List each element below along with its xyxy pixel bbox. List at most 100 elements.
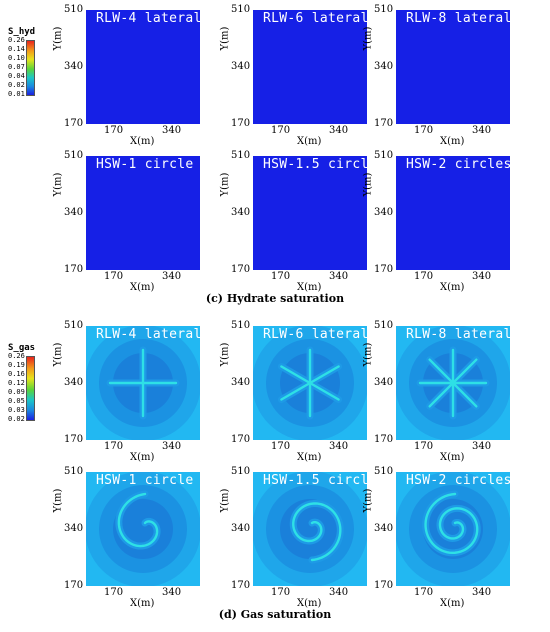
y-axis-label: Y(m) (219, 342, 231, 367)
contour-panel: RLW-8 laterals (396, 326, 510, 440)
colorbar-label: S_gas (8, 343, 36, 353)
colorbar-tick: 0.09 (8, 388, 25, 396)
y-tick-label: 340 (374, 377, 394, 388)
colorbar-tick: 0.16 (8, 370, 25, 378)
panel-title: HSW-1 circle (96, 473, 194, 488)
x-axis-label: X(m) (297, 136, 322, 147)
lateral-well (428, 381, 455, 408)
contour-plot (396, 326, 510, 440)
x-axis-label: X(m) (440, 598, 465, 609)
y-tick-label: 340 (231, 377, 251, 388)
y-axis-label: Y(m) (52, 488, 64, 513)
x-axis-label: X(m) (130, 452, 155, 463)
contour-panel: HSW-1.5 circles (253, 156, 367, 270)
saturation-field (396, 10, 510, 124)
y-tick-label: 170 (64, 118, 84, 129)
contour-plot (86, 326, 200, 440)
x-axis-label: X(m) (130, 136, 155, 147)
panel-title: RLW-8 laterals (406, 11, 510, 26)
y-axis-label: Y(m) (52, 342, 64, 367)
x-tick-label: 340 (472, 587, 492, 598)
x-tick-label: 340 (162, 125, 182, 136)
lateral-well (280, 381, 312, 401)
spiral-well (292, 502, 342, 562)
contour-plot (86, 472, 200, 586)
contour-panel: HSW-1 circle (86, 156, 200, 270)
contour-panel: HSW-2 circles (396, 472, 510, 586)
panel-title: HSW-2 circles (406, 473, 510, 488)
colorbar-tick: 0.26 (8, 36, 25, 44)
x-tick-label: 170 (414, 271, 434, 282)
contour-panel: RLW-4 laterals (86, 10, 200, 124)
y-axis-label: Y(m) (52, 26, 64, 51)
x-tick-label: 170 (414, 125, 434, 136)
saturation-field (253, 156, 367, 270)
colorbar-tick: 0.01 (8, 90, 25, 98)
y-tick-label: 340 (231, 207, 251, 218)
y-tick-label: 510 (374, 320, 394, 331)
y-tick-label: 510 (64, 320, 84, 331)
y-tick-label: 510 (64, 150, 84, 161)
colorbar-tick: 0.07 (8, 63, 25, 71)
contour-plot (396, 472, 510, 586)
y-tick-label: 340 (231, 523, 251, 534)
colorbar-tick: 0.02 (8, 81, 25, 89)
y-tick-label: 170 (231, 264, 251, 275)
y-tick-label: 170 (374, 264, 394, 275)
contour-plot (253, 10, 367, 124)
x-tick-label: 170 (414, 587, 434, 598)
contour-plot (396, 156, 510, 270)
colorbar-tick: 0.04 (8, 72, 25, 80)
y-axis-label: Y(m) (362, 172, 374, 197)
x-axis-label: X(m) (440, 452, 465, 463)
colorbar-tick: 0.26 (8, 352, 25, 360)
x-axis-label: X(m) (440, 282, 465, 293)
x-tick-label: 170 (271, 271, 291, 282)
y-axis-label: Y(m) (52, 172, 64, 197)
y-tick-label: 340 (64, 523, 84, 534)
y-tick-label: 340 (64, 61, 84, 72)
x-axis-label: X(m) (130, 282, 155, 293)
y-axis-label: Y(m) (219, 488, 231, 513)
lateral-well (451, 358, 478, 385)
y-tick-label: 340 (64, 207, 84, 218)
y-tick-label: 340 (374, 523, 394, 534)
y-tick-label: 170 (64, 264, 84, 275)
lateral-well (308, 365, 340, 385)
colorbar-tick: 0.14 (8, 45, 25, 53)
colorbar-tick: 0.02 (8, 415, 25, 423)
y-tick-label: 170 (64, 580, 84, 591)
y-tick-label: 510 (231, 4, 251, 15)
y-tick-label: 170 (374, 434, 394, 445)
x-tick-label: 170 (414, 441, 434, 452)
y-axis-label: Y(m) (219, 172, 231, 197)
lateral-well (280, 365, 312, 385)
y-tick-label: 170 (231, 434, 251, 445)
panel-title: HSW-2 circles (406, 157, 510, 172)
saturation-field (396, 156, 510, 270)
x-tick-label: 170 (271, 125, 291, 136)
saturation-field (86, 156, 200, 270)
colorbar-tick: 0.19 (8, 361, 25, 369)
x-tick-label: 170 (104, 125, 124, 136)
y-tick-label: 510 (374, 466, 394, 477)
x-tick-label: 340 (329, 587, 349, 598)
y-tick-label: 510 (374, 150, 394, 161)
colorbar-tick: 0.03 (8, 406, 25, 414)
contour-panel: HSW-1 circle (86, 472, 200, 586)
y-tick-label: 510 (231, 320, 251, 331)
x-tick-label: 340 (329, 441, 349, 452)
panel-title: RLW-4 laterals (96, 11, 200, 26)
contour-plot (86, 156, 200, 270)
x-tick-label: 340 (472, 441, 492, 452)
contour-plot (396, 10, 510, 124)
y-tick-label: 170 (64, 434, 84, 445)
lateral-well (428, 358, 455, 385)
contour-plot (253, 156, 367, 270)
contour-panel: RLW-8 laterals (396, 10, 510, 124)
x-tick-label: 170 (104, 271, 124, 282)
lateral-well (308, 381, 340, 401)
panel-title: HSW-1.5 circles (263, 157, 367, 172)
colorbar-gradient (26, 40, 35, 96)
x-tick-label: 170 (271, 587, 291, 598)
